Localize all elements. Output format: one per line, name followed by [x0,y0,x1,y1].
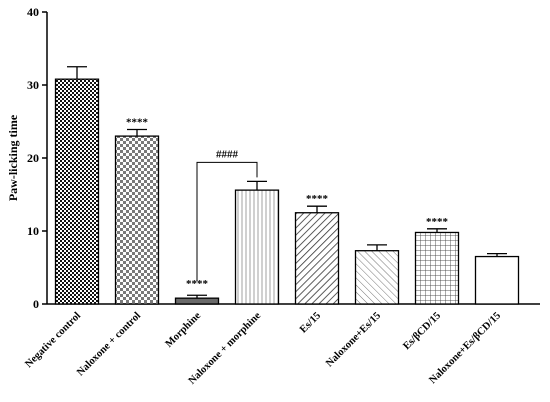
comparison-label: #### [216,148,239,160]
bar [414,231,460,305]
y-tick-label: 0 [33,297,39,311]
significance-label: **** [306,193,329,205]
significance-label: **** [426,216,449,228]
bar [474,255,520,305]
y-tick-label: 30 [27,78,39,92]
bar [114,135,160,305]
bar [294,212,340,305]
y-axis-label: Paw-licking time [6,114,20,201]
comparison-bracket [196,161,258,282]
bars [54,66,520,305]
category-label: Negative control [23,310,83,370]
category-label: Naloxone + control [75,310,143,378]
bar [174,297,220,305]
significance-label: **** [126,117,149,129]
y-tick-label: 10 [27,224,39,238]
category-label: Naloxone+Es/15 [324,310,383,369]
y-tick-label: 20 [27,151,39,165]
annotations: **** **** **** **** #### [126,117,449,291]
significance-label: **** [186,278,209,290]
category-label: Morphine [164,310,204,350]
y-tick-label: 40 [27,5,39,19]
bar [54,78,100,305]
category-label: Es/βCD/15 [401,310,443,352]
bar [354,250,400,305]
bar [234,189,280,305]
category-label: Es/15 [298,310,323,335]
